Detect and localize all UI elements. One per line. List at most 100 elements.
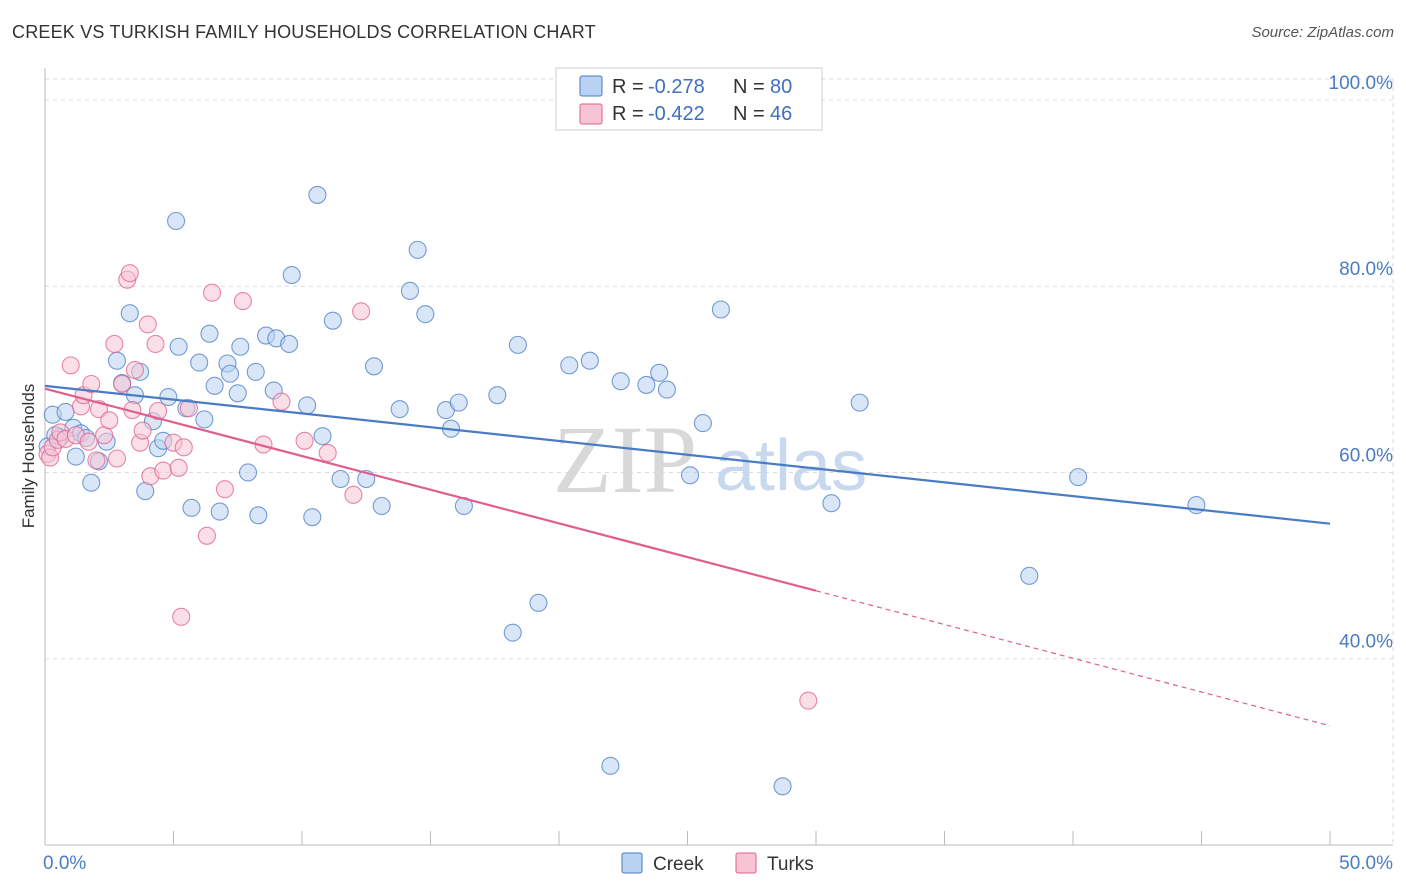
- y-tick-label: 100.0%: [1329, 73, 1394, 94]
- data-point-creek: [508, 335, 527, 354]
- x-tick-label-max: 50.0%: [1339, 853, 1393, 874]
- data-point-creek: [611, 372, 630, 391]
- legend-r-label-turks: R =: [612, 103, 644, 125]
- data-point-creek: [331, 469, 350, 489]
- bottom-legend-label-turks: Turks: [767, 854, 814, 875]
- data-point-creek: [1020, 566, 1039, 585]
- data-point-creek: [167, 211, 186, 231]
- data-point-creek: [200, 324, 219, 343]
- data-point-turks: [154, 461, 173, 480]
- data-point-creek: [408, 240, 427, 259]
- data-point-turks: [138, 315, 157, 334]
- data-point-turks: [133, 421, 152, 440]
- trendline-turks-extension: [815, 590, 1331, 727]
- source-label: Source: ZipAtlas.com: [1251, 24, 1394, 41]
- data-point-creek: [282, 265, 301, 285]
- data-point-creek: [220, 364, 240, 383]
- bottom-legend: Creek Turks: [621, 852, 814, 875]
- data-point-turks: [318, 443, 337, 462]
- data-point-creek: [416, 305, 435, 324]
- legend-swatch-creek: [579, 75, 603, 97]
- trendlines: [44, 384, 1331, 727]
- watermark-zip: ZIP: [553, 406, 697, 513]
- data-point-creek: [529, 593, 548, 612]
- data-point-creek: [169, 337, 188, 356]
- data-point-turks: [295, 431, 314, 450]
- data-point-turks: [344, 485, 363, 504]
- data-point-creek: [323, 311, 342, 330]
- data-point-turks: [61, 356, 80, 375]
- data-point-creek: [488, 386, 507, 405]
- data-point-turks: [79, 432, 98, 451]
- y-tick-label: 60.0%: [1339, 445, 1393, 466]
- bottom-legend-swatch-turks: [735, 852, 757, 874]
- legend-r-label-creek: R =: [612, 76, 644, 98]
- data-point-creek: [195, 410, 214, 429]
- data-point-turks: [172, 607, 191, 626]
- bottom-legend-label-creek: Creek: [653, 854, 704, 875]
- data-point-turks: [169, 458, 188, 477]
- data-point-turks: [272, 392, 291, 411]
- data-point-turks: [215, 480, 234, 499]
- data-point-creek: [503, 623, 522, 642]
- data-point-creek: [280, 334, 299, 353]
- legend-r-value-creek: -0.278: [648, 76, 705, 98]
- data-point-creek: [228, 384, 247, 403]
- trendline-turks: [44, 387, 817, 592]
- data-point-creek: [449, 393, 468, 412]
- data-point-creek: [313, 427, 332, 446]
- data-point-creek: [693, 414, 712, 433]
- legend-swatch-turks: [579, 103, 603, 125]
- y-axis-label: Family Households: [19, 384, 38, 529]
- data-point-creek: [231, 337, 250, 356]
- data-point-creek: [210, 502, 229, 521]
- data-point-creek: [390, 400, 409, 419]
- data-point-turks: [146, 334, 165, 353]
- data-point-turks: [174, 438, 193, 457]
- data-point-creek: [400, 281, 419, 300]
- data-point-turks: [352, 302, 371, 321]
- x-tick-label-min: 0.0%: [43, 853, 86, 874]
- data-point-creek: [580, 351, 599, 370]
- x-tick-labels: 0.0% 50.0%: [43, 853, 1393, 874]
- data-point-creek: [657, 380, 676, 399]
- legend-n-label-turks: N =: [733, 103, 765, 125]
- data-point-creek: [650, 363, 669, 382]
- data-point-creek: [637, 375, 656, 394]
- data-point-creek: [120, 304, 139, 323]
- data-point-creek: [246, 362, 265, 381]
- data-point-turks: [82, 374, 101, 394]
- y-tick-label: 40.0%: [1339, 632, 1393, 653]
- trendline-creek: [44, 384, 1331, 525]
- chart-title: CREEK VS TURKISH FAMILY HOUSEHOLDS CORRE…: [12, 22, 596, 42]
- data-point-creek: [303, 508, 322, 527]
- data-point-turks: [105, 334, 124, 353]
- y-tick-label: 80.0%: [1339, 259, 1393, 280]
- data-point-turks: [179, 399, 198, 418]
- data-point-creek: [822, 494, 841, 513]
- data-point-turks: [149, 401, 168, 421]
- data-point-turks: [87, 451, 106, 470]
- data-point-turks: [233, 292, 252, 311]
- data-point-creek: [190, 353, 209, 372]
- data-point-creek: [1069, 468, 1088, 487]
- y-tick-labels: 40.0% 60.0% 80.0% 100.0%: [1329, 73, 1394, 653]
- data-point-turks: [799, 691, 818, 710]
- data-point-turks: [100, 411, 119, 430]
- legend-n-value-turks: 46: [770, 103, 792, 125]
- data-point-creek: [56, 402, 75, 421]
- legend-n-value-creek: 80: [770, 76, 792, 98]
- data-point-creek: [308, 185, 327, 204]
- data-point-creek: [238, 463, 258, 482]
- data-point-creek: [681, 466, 700, 485]
- data-point-creek: [66, 447, 85, 466]
- data-point-turks: [203, 283, 222, 302]
- data-point-turks: [120, 264, 139, 283]
- data-point-creek: [182, 498, 201, 517]
- data-point-creek: [364, 357, 384, 376]
- data-point-turks: [113, 374, 132, 394]
- data-point-creek: [205, 376, 224, 395]
- data-point-creek: [159, 387, 178, 407]
- data-point-creek: [249, 506, 268, 525]
